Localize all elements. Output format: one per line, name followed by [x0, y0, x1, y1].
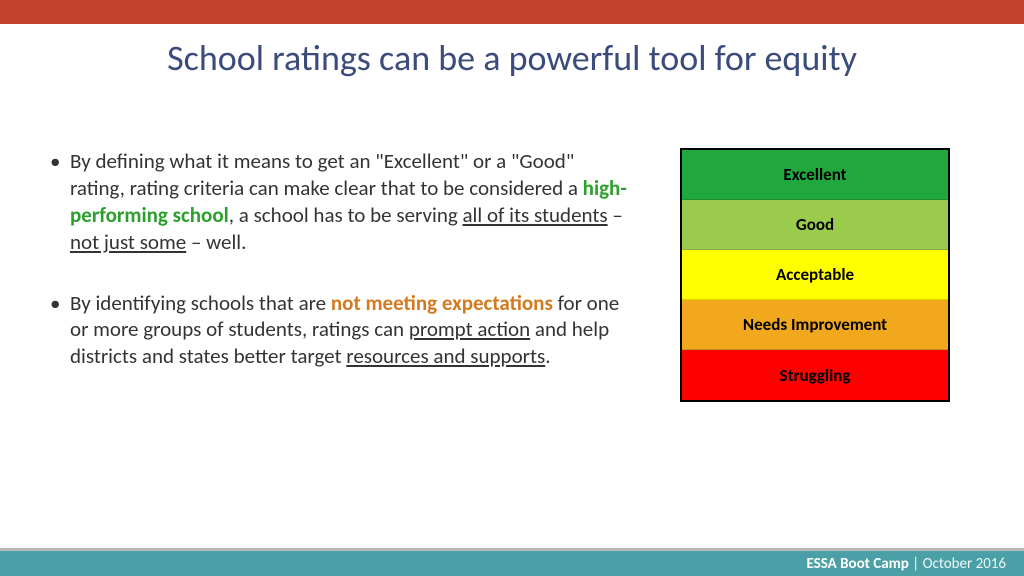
- rating-label: Needs Improvement: [743, 314, 887, 335]
- rating-row-acceptable: Acceptable: [682, 250, 948, 300]
- footer-credit: ESSA Boot Camp | October 2016: [806, 555, 1006, 573]
- rating-row-needs-improvement: Needs Improvement: [682, 300, 948, 350]
- underlined-text: resources and supports: [346, 343, 545, 369]
- slide-title: School ratings can be a powerful tool fo…: [0, 36, 1024, 80]
- underlined-text: prompt action: [409, 316, 530, 342]
- bullet-list: By defining what it means to get an "Exc…: [48, 148, 628, 370]
- bullet-text: By identifying schools that are: [70, 290, 331, 316]
- rating-label: Excellent: [783, 164, 846, 185]
- rating-row-struggling: Struggling: [682, 350, 948, 400]
- rating-row-good: Good: [682, 200, 948, 250]
- bullet-item: By identifying schools that are not meet…: [48, 290, 628, 371]
- underlined-text: not just some: [70, 229, 186, 255]
- underlined-text: all of its students: [463, 202, 608, 228]
- footer-title: ESSA Boot Camp: [806, 555, 908, 573]
- bullet-text: – well.: [186, 229, 246, 255]
- body-content: By defining what it means to get an "Exc…: [48, 148, 628, 404]
- rating-label: Good: [796, 214, 834, 235]
- rating-scale: Excellent Good Acceptable Needs Improvem…: [680, 148, 950, 402]
- highlight-text: not meeting expectations: [331, 290, 553, 316]
- rating-label: Struggling: [780, 365, 851, 386]
- bottom-accent-bar: ESSA Boot Camp | October 2016: [0, 548, 1024, 576]
- footer-sep: |: [909, 555, 923, 573]
- bullet-text: By defining what it means to get an "Exc…: [70, 148, 583, 201]
- bullet-text: , a school has to be serving: [229, 202, 463, 228]
- bullet-text: –: [608, 202, 623, 228]
- footer-date: October 2016: [923, 555, 1006, 573]
- top-accent-bar: [0, 0, 1024, 24]
- rating-row-excellent: Excellent: [682, 150, 948, 200]
- slide: School ratings can be a powerful tool fo…: [0, 0, 1024, 576]
- bullet-text: .: [545, 343, 550, 369]
- bullet-item: By defining what it means to get an "Exc…: [48, 148, 628, 256]
- rating-label: Acceptable: [776, 264, 854, 285]
